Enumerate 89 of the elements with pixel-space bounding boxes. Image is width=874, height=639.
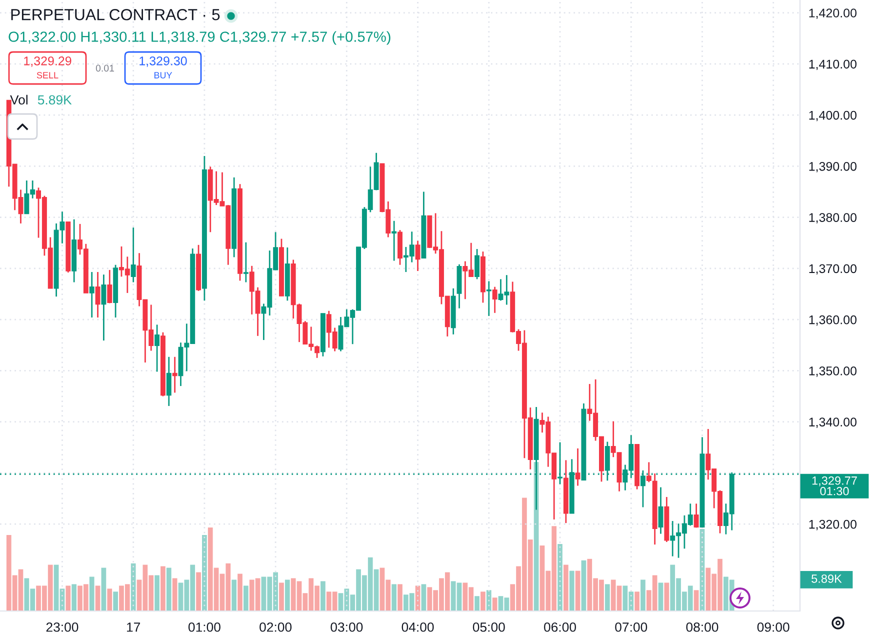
ref-line-label: 1,329.77 [812,476,857,486]
candlestick [658,486,664,534]
annotation: 1,329.30 [140,56,187,67]
candlestick [646,462,652,483]
bar [172,578,178,611]
bar [238,574,242,611]
bar [480,592,486,611]
candlestick [492,286,498,314]
text: 01:30 [820,486,849,496]
bar [66,586,71,611]
x-tick-label: 08:00 [686,622,718,632]
x-tick-label: 02:00 [260,622,292,632]
x-tick-label: 09:00 [757,622,790,632]
bar [232,580,237,611]
x-tick-label: 07:00 [615,622,648,632]
annotation: BUY [154,72,172,78]
annotation: 0.01 [96,64,114,72]
text: O1,322.00 H1,330.11 L1,318.79 C1,329.77 +7.57 (+0.57%) [8,31,390,45]
annotation: 1,329.29 [24,56,72,67]
candlestick [474,248,480,280]
x-tick-label: 04:00 [402,622,434,632]
candlestick [415,240,420,272]
bar [154,575,160,611]
bar [95,586,100,611]
candlestick [166,356,172,407]
y-tick-label: 1,360.00 [809,315,856,326]
y-tick-label: 1,340.00 [809,418,856,428]
candlestick [172,356,178,394]
y-tick-label: 1,410.00 [809,60,856,70]
y-tick-label: 1,380.00 [809,213,856,224]
bar [558,544,562,611]
bar [166,568,172,611]
bar [130,563,136,611]
candlestick [154,324,160,372]
bar [284,580,290,611]
bar [640,580,646,611]
bar [101,568,106,611]
candlestick [107,269,112,304]
bar [113,592,118,611]
candlestick [89,271,94,318]
bar [72,584,77,611]
bar [196,572,201,611]
bar [421,584,426,611]
bar [492,598,498,611]
x-tick-label: 23:00 [46,622,78,632]
candlestick [243,242,248,283]
candlestick [694,502,699,528]
y-tick-label: 1,420.00 [809,8,856,19]
candlestick [486,280,492,317]
chart-title: PERPETUAL CONTRACT · 5 [11,8,220,20]
candlestick [101,274,106,342]
candlestick [130,226,136,283]
bar [563,564,568,611]
bar [243,586,248,611]
x-tick-label: 03:00 [330,622,363,632]
bar [392,584,397,611]
bar [575,570,580,611]
annotation: 5.89K [38,95,72,105]
x-tick-label: 01:00 [188,622,220,632]
x-tick-label: 05:00 [472,622,505,632]
bar [160,566,166,611]
y-tick-label: 1,350.00 [809,366,856,377]
x-tick-label: 06:00 [544,622,576,632]
candlestick [95,271,100,318]
bar [569,570,574,611]
annotation: SELL [36,72,58,78]
bar [658,582,664,611]
bar [581,560,586,611]
bar [279,582,284,611]
bar [474,596,480,611]
y-tick-label: 1,320.00 [809,520,856,530]
bar [398,584,402,611]
bar [486,590,492,611]
bar [694,590,699,611]
text: 5.89K [812,574,842,583]
text: Vol [10,94,28,105]
bar [89,576,94,611]
candlestick [392,220,397,262]
y-tick-label: 1,370.00 [809,264,856,275]
bar [320,581,326,611]
y-tick-label: 1,400.00 [809,110,856,122]
bar [604,584,610,611]
bar [664,582,670,611]
x-tick-label: 17 [127,622,140,632]
bar [202,535,207,611]
y-tick-label: 1,390.00 [809,162,856,172]
bar [634,592,640,611]
bar [107,588,112,611]
candlestick [575,448,580,486]
